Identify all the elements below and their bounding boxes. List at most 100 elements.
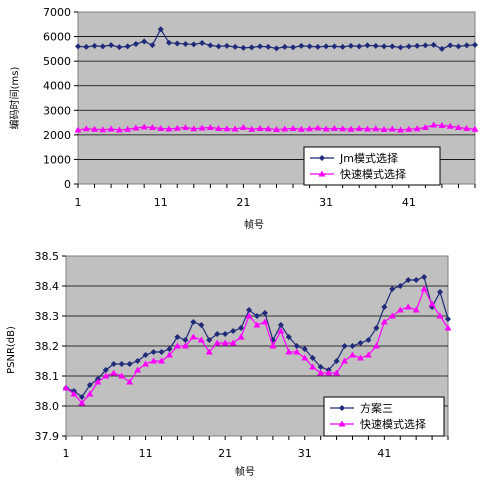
- data-point: [381, 304, 388, 310]
- data-point: [158, 357, 165, 364]
- y-tick-label: 3000: [43, 104, 71, 117]
- series-2: [62, 285, 452, 406]
- data-point: [365, 337, 372, 343]
- y-tick-label: 37.9: [35, 430, 60, 443]
- data-point: [430, 41, 437, 48]
- data-point: [256, 43, 263, 50]
- data-point: [341, 343, 348, 349]
- data-point: [229, 339, 237, 346]
- data-point: [297, 125, 305, 132]
- data-point: [213, 339, 221, 346]
- data-point: [349, 343, 356, 349]
- data-point: [285, 334, 292, 340]
- data-point: [148, 123, 156, 130]
- data-point: [140, 123, 148, 130]
- legend-entry: 快速模式选择: [360, 417, 426, 431]
- data-point: [273, 125, 280, 132]
- data-point: [166, 346, 173, 352]
- data-point: [199, 39, 206, 46]
- data-point: [430, 121, 438, 128]
- data-point: [78, 399, 86, 406]
- data-point: [118, 361, 125, 367]
- x-tick-label: 41: [377, 447, 391, 460]
- data-point: [447, 42, 454, 49]
- data-point: [142, 352, 149, 358]
- data-point: [264, 125, 272, 132]
- legend-swatch-marker: [318, 170, 326, 177]
- data-point: [132, 40, 139, 47]
- data-point: [182, 337, 189, 343]
- data-point: [323, 43, 330, 50]
- x-tick-label: 1: [63, 447, 70, 460]
- data-point: [437, 289, 444, 295]
- data-point: [246, 307, 253, 313]
- data-point: [237, 333, 245, 340]
- data-point: [301, 354, 309, 361]
- x-tick-label: 21: [218, 447, 232, 460]
- data-point: [94, 378, 102, 385]
- data-point: [215, 124, 223, 131]
- y-tick-label: 38.1: [35, 370, 60, 383]
- data-point: [150, 349, 157, 355]
- data-point: [182, 40, 189, 47]
- data-point: [91, 42, 98, 49]
- legend-box: [323, 396, 445, 437]
- data-point: [182, 123, 190, 130]
- data-point: [126, 378, 134, 385]
- data-point: [421, 123, 429, 130]
- data-point: [165, 125, 173, 132]
- data-point: [75, 43, 81, 50]
- data-point: [181, 342, 189, 349]
- data-point: [413, 125, 421, 132]
- data-point: [248, 44, 255, 51]
- data-point: [108, 42, 115, 49]
- data-point: [422, 42, 429, 49]
- data-point: [363, 125, 371, 132]
- data-point: [99, 43, 106, 50]
- data-point: [347, 125, 355, 132]
- data-point: [445, 316, 451, 322]
- y-axis-label: PSNR(dB): [6, 326, 17, 374]
- data-point: [314, 124, 322, 131]
- data-point: [388, 312, 396, 319]
- data-point: [281, 43, 288, 50]
- data-point: [405, 277, 412, 283]
- data-point: [74, 126, 82, 133]
- data-point: [309, 363, 317, 370]
- legend-entry: Jm模式选择: [339, 151, 398, 165]
- data-point: [397, 44, 404, 51]
- data-point: [472, 41, 478, 48]
- data-point: [158, 349, 165, 355]
- data-point: [397, 126, 405, 133]
- data-point: [388, 125, 396, 132]
- data-point: [223, 42, 230, 49]
- data-point: [293, 343, 300, 349]
- data-point: [289, 124, 297, 131]
- legend-swatch-marker: [338, 420, 346, 427]
- data-point: [134, 358, 141, 364]
- data-point: [373, 325, 380, 331]
- x-axis-label: 帧号: [235, 465, 255, 478]
- data-point: [110, 369, 118, 376]
- y-tick-label: 38.5: [35, 250, 60, 263]
- y-tick-label: 4000: [43, 80, 71, 93]
- data-point: [333, 369, 341, 376]
- data-point: [173, 124, 181, 131]
- y-tick-label: 5000: [43, 55, 71, 68]
- data-point: [306, 43, 313, 50]
- data-point: [381, 43, 388, 50]
- data-point: [277, 322, 284, 328]
- y-tick-label: 0: [64, 178, 71, 191]
- data-point: [405, 125, 413, 132]
- data-point: [420, 285, 428, 292]
- data-point: [372, 125, 380, 132]
- data-point: [301, 346, 308, 352]
- data-point: [86, 382, 93, 388]
- data-point: [397, 283, 404, 289]
- y-tick-label: 6000: [43, 31, 71, 44]
- data-point: [150, 357, 158, 364]
- data-point: [322, 125, 330, 132]
- data-point: [107, 125, 115, 132]
- data-point: [349, 351, 356, 358]
- y-tick-label: 1000: [43, 153, 71, 166]
